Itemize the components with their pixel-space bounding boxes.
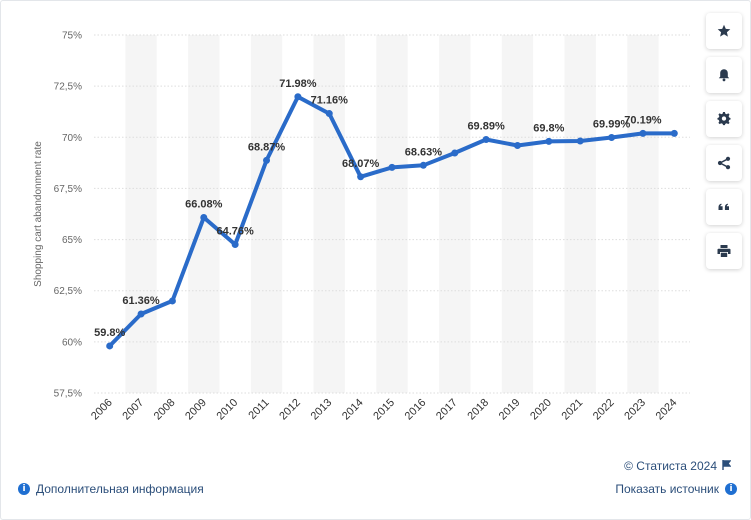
- share-button[interactable]: [706, 145, 742, 181]
- band-2017: [439, 35, 471, 393]
- band-2011: [250, 35, 283, 393]
- data-point-2019[interactable]: [513, 141, 521, 149]
- data-point-2015[interactable]: [388, 163, 396, 171]
- data-point-2012[interactable]: [294, 93, 302, 101]
- y-tick-label: 67,5%: [54, 184, 82, 195]
- copyright-link[interactable]: © Статиста 2024: [624, 459, 731, 473]
- y-tick-label: 65%: [62, 235, 82, 246]
- data-point-2021[interactable]: [576, 137, 584, 145]
- x-tick-label: 2006: [89, 397, 115, 423]
- data-label-2014: 68.07%: [342, 158, 380, 170]
- data-label-2013: 71.16%: [311, 95, 349, 107]
- data-label-2023: 70.19%: [624, 114, 662, 126]
- x-tick-label: 2007: [120, 397, 146, 423]
- favorite-button[interactable]: [706, 13, 742, 49]
- data-point-2013[interactable]: [325, 110, 333, 118]
- print-button[interactable]: [706, 233, 742, 269]
- data-points: [106, 93, 678, 350]
- x-tick-label: 2020: [528, 397, 554, 423]
- y-tick-label: 57,5%: [54, 389, 82, 400]
- band-2021: [564, 35, 596, 393]
- x-tick-label: 2011: [246, 397, 271, 422]
- data-label-2016: 68.63%: [405, 146, 443, 158]
- data-point-2009[interactable]: [200, 213, 208, 221]
- x-tick-label: 2021: [560, 397, 586, 423]
- star-icon: [717, 24, 731, 37]
- x-tick-label: 2024: [654, 397, 680, 423]
- data-label-2020: 69.8%: [533, 122, 564, 134]
- data-label-2011: 68.87%: [248, 141, 286, 153]
- band-2013: [313, 35, 345, 393]
- data-label-2022: 69.99%: [593, 118, 631, 130]
- data-point-2023[interactable]: [639, 129, 647, 137]
- show-source-text[interactable]: Показать источник: [615, 482, 719, 496]
- gear-icon: [717, 112, 731, 126]
- data-labels: 59.8% 61.36% 66.08% 64.76% 68.87% 71.98% 71.16…: [94, 78, 662, 339]
- quote-icon: [718, 203, 729, 210]
- x-tick-label: 2013: [309, 397, 335, 423]
- y-tick-label: 70%: [62, 133, 82, 144]
- x-tick-label: 2010: [214, 397, 240, 423]
- x-tick-label: 2019: [497, 397, 523, 423]
- data-point-2007[interactable]: [137, 310, 145, 318]
- data-label-2006: 59.8%: [94, 327, 125, 339]
- x-axis-ticks: 2006 2007 2008 2009 2010 2011 2012 2013 2014 2015…: [89, 397, 679, 423]
- y-axis-label: Shopping cart abandonment rate: [33, 141, 44, 287]
- x-tick-label: 2014: [340, 397, 366, 423]
- data-label-2012: 71.98%: [279, 78, 317, 90]
- flag-icon: [722, 460, 731, 470]
- x-tick-label: 2018: [465, 397, 491, 423]
- y-axis-ticks: 57,5% 60% 62,5% 65% 67,5% 70% 72,5% 75%: [54, 31, 82, 400]
- y-tick-label: 62,5%: [54, 286, 82, 297]
- settings-button[interactable]: [706, 101, 742, 137]
- x-tick-label: 2016: [403, 397, 429, 423]
- x-tick-label: 2009: [183, 397, 209, 423]
- data-point-2017[interactable]: [451, 149, 459, 157]
- x-tick-label: 2017: [434, 397, 460, 423]
- data-label-2018: 69.89%: [467, 121, 505, 133]
- data-point-2018[interactable]: [482, 136, 490, 144]
- x-tick-label: 2012: [277, 397, 303, 423]
- printer-icon: [717, 245, 731, 257]
- band-2015: [376, 35, 408, 393]
- data-point-2022[interactable]: [608, 133, 616, 141]
- x-tick-label: 2022: [591, 397, 617, 423]
- data-label-2007: 61.36%: [122, 295, 160, 307]
- y-tick-label: 60%: [62, 337, 82, 348]
- data-point-2024[interactable]: [670, 129, 678, 137]
- data-point-2010[interactable]: [231, 240, 239, 248]
- x-tick-label: 2023: [622, 397, 648, 423]
- band-2023: [627, 35, 659, 393]
- grid-lines: [94, 34, 690, 394]
- share-icon: [717, 156, 731, 170]
- alternating-bands: [125, 35, 659, 393]
- bell-icon: [718, 69, 730, 82]
- cite-button[interactable]: [706, 189, 742, 225]
- y-tick-label: 75%: [62, 31, 82, 42]
- info-icon: i: [725, 483, 737, 495]
- data-label-2010: 64.76%: [217, 225, 255, 237]
- data-point-2016[interactable]: [419, 161, 427, 169]
- y-tick-label: 72,5%: [54, 82, 82, 93]
- data-point-2020[interactable]: [545, 137, 553, 145]
- band-2019: [501, 35, 534, 393]
- band-2007: [125, 35, 157, 393]
- data-point-2006[interactable]: [106, 342, 114, 350]
- data-point-2014[interactable]: [357, 173, 365, 181]
- x-tick-label: 2008: [152, 397, 178, 423]
- x-tick-label: 2015: [371, 397, 397, 423]
- data-point-2008[interactable]: [168, 297, 176, 305]
- show-source-link[interactable]: Показать источник i: [615, 482, 737, 496]
- more-info-text[interactable]: Дополнительная информация: [36, 482, 204, 496]
- copyright-text[interactable]: © Статиста 2024: [624, 459, 717, 473]
- notification-button[interactable]: [706, 57, 742, 93]
- more-info-link[interactable]: i Дополнительная информация: [18, 482, 204, 496]
- info-icon: i: [18, 483, 30, 495]
- data-point-2011[interactable]: [263, 156, 271, 164]
- data-label-2009: 66.08%: [185, 198, 223, 210]
